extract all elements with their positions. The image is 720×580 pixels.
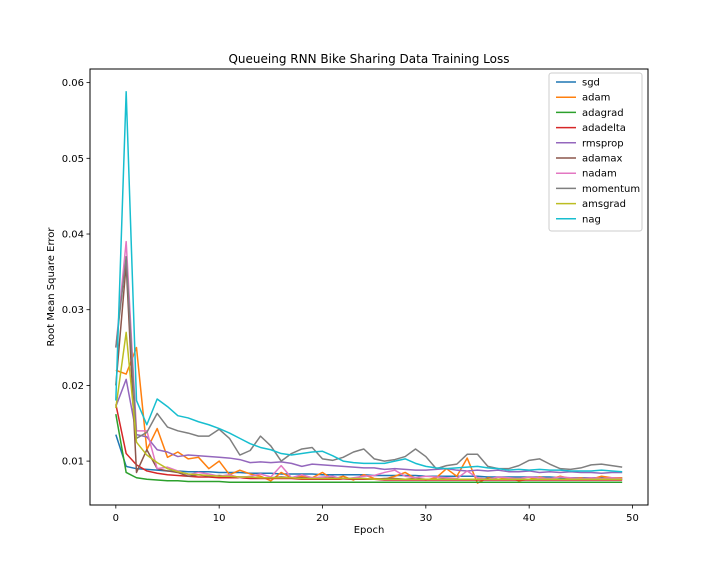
y-tick-label: 0.04 [62,230,84,241]
y-axis-label: Root Mean Square Error [46,227,57,347]
legend-label-adamax: adamax [582,154,622,165]
legend-label-sgd: sgd [582,78,600,89]
legend: sgd adam adagrad adadelta rmsprop adamax nadam… [548,72,643,232]
legend-label-rmsprop: rmsprop [582,138,624,149]
legend-label-adagrad: adagrad [582,108,624,119]
x-tick-label: 30 [419,513,432,524]
axes-frame [89,68,649,506]
y-tick-label: 0.06 [62,78,84,89]
chart-title: Queueing RNN Bike Sharing Data Training … [228,52,509,66]
y-tick-label: 0.03 [62,305,84,316]
legend-label-momentum: momentum [582,184,640,195]
legend-label-amsgrad: amsgrad [582,199,626,210]
x-tick-label: 50 [626,513,639,524]
x-tick-label: 40 [523,513,536,524]
y-tick-label: 0.02 [62,381,84,392]
series-line-amsgrad [115,331,623,481]
x-tick-label: 0 [113,513,119,524]
y-axis-ticks: 0.01 0.02 0.03 0.04 0.05 0.06 [62,78,90,468]
legend-label-nag: nag [582,214,601,225]
series-line-nadam [115,240,623,481]
series-line-adagrad [115,414,623,484]
y-tick-label: 0.01 [62,457,84,468]
x-tick-label: 20 [316,513,329,524]
legend-label-adam: adam [582,93,610,104]
plot-layer [115,90,623,484]
x-tick-label: 10 [213,513,226,524]
legend-label-adadelta: adadelta [582,123,626,134]
legend-label-nadam: nadam [582,169,617,180]
x-axis-ticks: 0 10 20 30 40 50 [113,505,639,524]
series-line-momentum [115,255,623,471]
x-axis-label: Epoch [354,525,385,536]
series-line-rmsprop [115,378,623,474]
series-line-nag [115,90,623,473]
y-tick-label: 0.05 [62,154,84,165]
